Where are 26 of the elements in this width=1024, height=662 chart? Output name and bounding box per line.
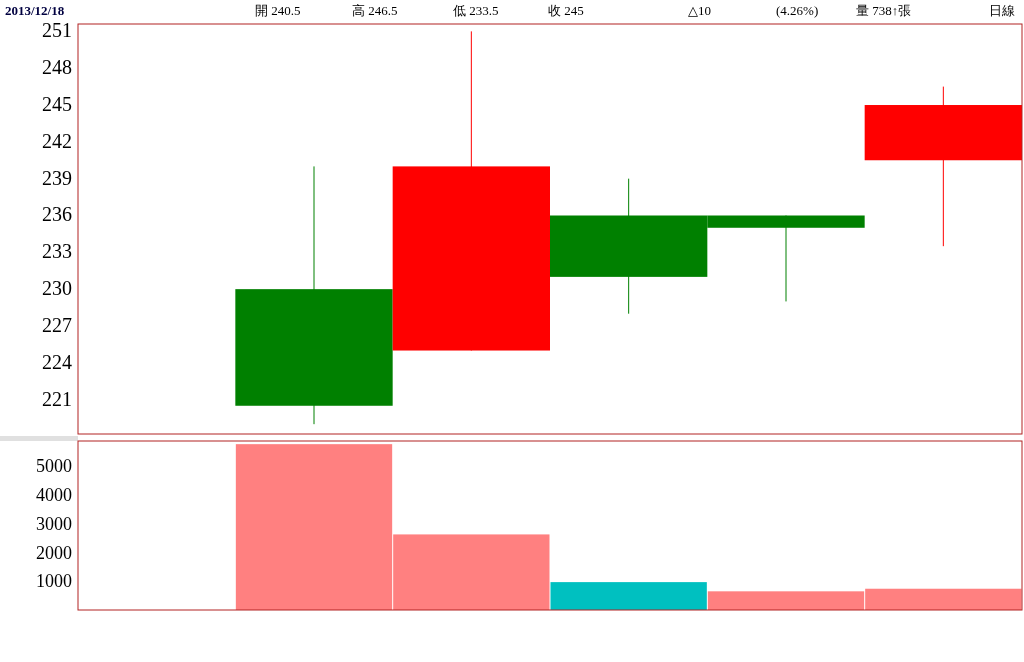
y-tick-label: 3000 xyxy=(36,513,72,534)
text: 量 738↑張 xyxy=(856,3,912,18)
text: 2013/12/18 xyxy=(5,3,65,18)
text: (4.26%) xyxy=(776,3,819,18)
y-tick-label: 230 xyxy=(42,277,72,300)
text: 日線 xyxy=(989,3,1015,18)
text: 低 233.5 xyxy=(453,3,499,18)
y-tick-label: 251 xyxy=(42,19,72,42)
text: 開 240.5 xyxy=(255,3,301,18)
y-tick-label: 239 xyxy=(42,166,72,189)
bar xyxy=(550,582,707,610)
text: 高 246.5 xyxy=(352,3,398,18)
y-tick-label: 242 xyxy=(42,129,72,152)
y-tick-label: 248 xyxy=(42,56,72,79)
y-tick-label: 227 xyxy=(42,313,72,336)
y-tick-label: 221 xyxy=(42,387,72,410)
text: 收 245 xyxy=(548,3,584,18)
y-tick-label: 233 xyxy=(42,240,72,263)
y-tick-label: 2000 xyxy=(36,542,72,563)
y-tick-label: 224 xyxy=(42,350,72,373)
y-tick-label: 236 xyxy=(42,203,72,226)
y-tick-label: 1000 xyxy=(36,571,72,592)
text: △10 xyxy=(688,3,711,18)
y-tick-label: 5000 xyxy=(36,456,72,477)
y-tick-label: 245 xyxy=(42,93,72,116)
y-tick-label: 4000 xyxy=(36,485,72,506)
